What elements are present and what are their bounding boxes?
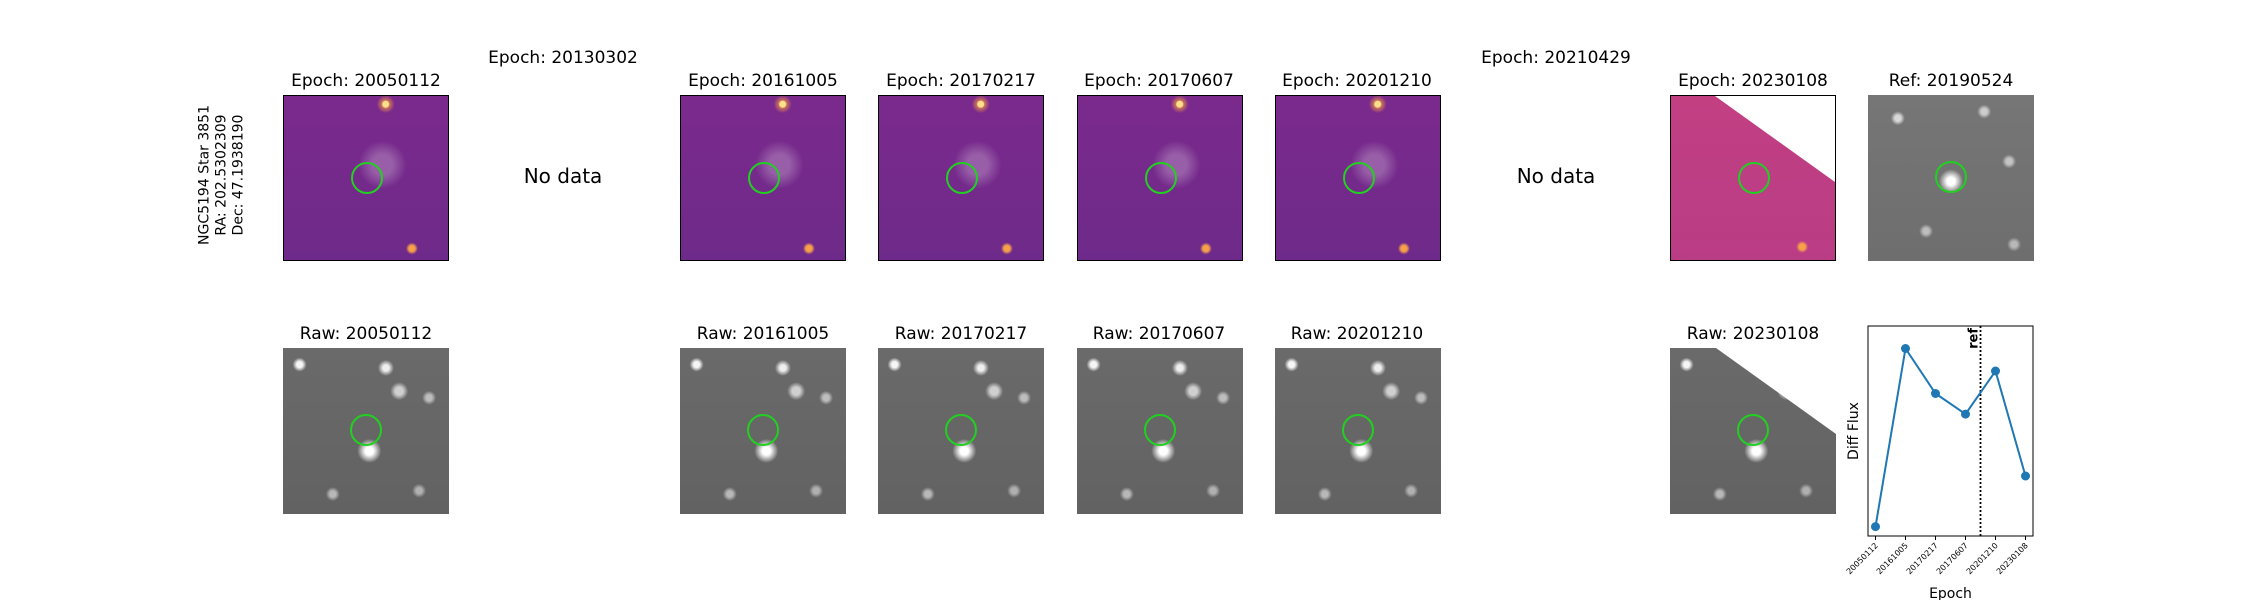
diff-title-3: Epoch: 20161005 [688, 71, 838, 91]
target-circle [350, 414, 382, 446]
raw-title-1: Raw: 20050112 [299, 324, 433, 344]
diff-image-3 [878, 95, 1044, 261]
diff-title-6: Epoch: 20201210 [1282, 71, 1432, 91]
target-circle [946, 162, 978, 194]
diff-image-1 [283, 95, 449, 261]
no-coverage-area [1716, 348, 1836, 434]
no-coverage-area [1715, 96, 1835, 182]
diff-image-5 [1275, 95, 1441, 261]
raw-image-4 [1077, 348, 1243, 514]
target-circle [945, 414, 977, 446]
star-name: NGC5194 Star 3851 [196, 105, 213, 245]
ref-label: ref [1967, 328, 1982, 349]
plot-frame [1867, 325, 2034, 537]
target-circle [351, 162, 383, 194]
target-circle [1738, 162, 1770, 194]
light-curve-chart: ref 20050112 20161005 20170217 20170607 20201… [1840, 316, 2070, 602]
target-circle [1144, 414, 1176, 446]
star-ra: RA: 202.5302309 [213, 114, 230, 236]
light-curve-svg: ref2005011220161005201702172017060720201… [1845, 325, 2034, 602]
diff-title-8: Epoch: 20230108 [1678, 71, 1828, 91]
target-circle [1145, 162, 1177, 194]
star-dec: Dec: 47.1938190 [230, 114, 247, 236]
data-point [2021, 471, 2030, 481]
raw-image-1 [283, 348, 449, 514]
diff-title-1: Epoch: 20050112 [291, 71, 441, 91]
series-line [1874, 345, 2027, 527]
raw-title-5: Raw: 20201210 [1290, 324, 1424, 344]
y-axis-label: Diff Flux [1846, 402, 1862, 460]
raw-title-3: Raw: 20170217 [894, 324, 1028, 344]
data-point [1991, 366, 2000, 376]
no-data-label-2: No data [1516, 164, 1596, 188]
raw-image-2 [680, 348, 846, 514]
diff-image-4 [1077, 95, 1243, 261]
data-point [1931, 389, 1940, 398]
diff-title-4: Epoch: 20170217 [886, 71, 1036, 91]
diff-image-6 [1670, 95, 1836, 261]
no-data-label-1: No data [523, 164, 603, 188]
raw-image-3 [878, 348, 1044, 514]
target-circle [1737, 414, 1769, 446]
diff-image-2 [680, 95, 846, 261]
raw-title-2: Raw: 20161005 [696, 324, 830, 344]
ref-title: Ref: 20190524 [1888, 71, 2014, 91]
diff-title-5: Epoch: 20170607 [1084, 71, 1234, 91]
star-info-label: NGC5194 Star 3851 RA: 202.5302309 Dec: 4… [197, 105, 248, 245]
raw-title-6: Raw: 20230108 [1686, 324, 1820, 344]
target-circle [747, 414, 779, 446]
target-circle [748, 162, 780, 194]
raw-image-6 [1670, 348, 1836, 514]
raw-title-4: Raw: 20170607 [1092, 324, 1226, 344]
data-point [1871, 522, 1880, 532]
target-circle [1342, 414, 1374, 446]
data-point [1901, 344, 1910, 353]
x-tick-label: 20230108 [1995, 541, 2030, 576]
x-axis-label: Epoch [1929, 586, 1972, 600]
ref-image [1868, 95, 2034, 261]
diff-title-7: Epoch: 20210429 [1481, 48, 1631, 68]
raw-image-5 [1275, 348, 1441, 514]
target-circle [1343, 162, 1375, 194]
data-point [1961, 409, 1970, 419]
diff-title-2: Epoch: 20130302 [488, 48, 638, 68]
target-circle [1935, 161, 1967, 193]
